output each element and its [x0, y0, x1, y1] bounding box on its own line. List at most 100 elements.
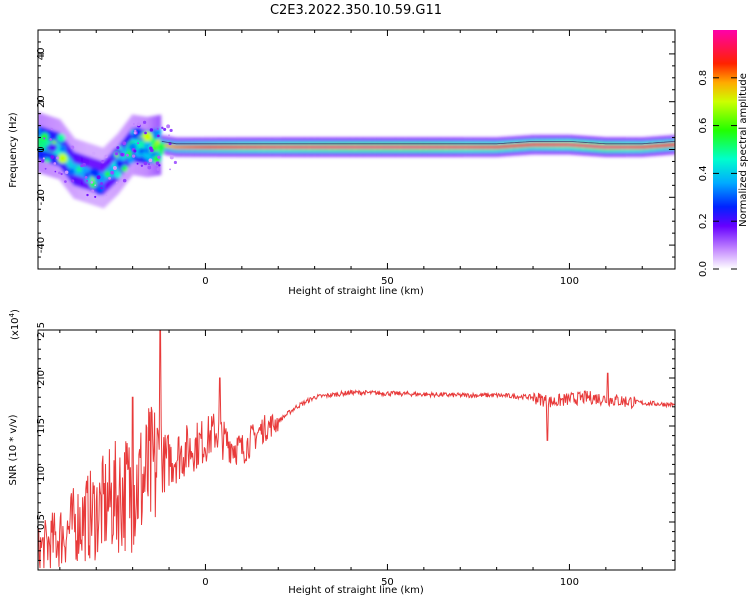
spectrogram-cell — [180, 145, 184, 149]
spectrogram-speck — [94, 195, 97, 199]
spectrogram-speck — [133, 131, 137, 135]
spectrogram-cell — [163, 143, 167, 148]
spectrogram-cell — [45, 139, 49, 152]
spectrogram-cell — [334, 145, 338, 149]
spectrogram-speck — [169, 155, 174, 160]
spectrogram-cell — [518, 143, 522, 148]
snr-y-label: SNR (10 * v/v) — [8, 414, 19, 485]
spectrogram-cell — [203, 145, 207, 149]
spectrogram-cell — [193, 145, 197, 149]
spectrogram-x-tick-label: 100 — [560, 276, 579, 287]
spectrogram-cell — [223, 145, 227, 149]
spectrogram-cell — [626, 145, 630, 149]
snr-ticks: 0 50 100 0.5 1.0 1.5 2.0 2.5 — [36, 322, 675, 588]
spectrogram-cell — [444, 145, 448, 149]
spectrogram-cell — [573, 143, 577, 147]
spectrogram-cell — [487, 145, 491, 149]
spectrogram-cell — [213, 145, 217, 149]
spectrogram-blob — [110, 153, 116, 159]
spectrogram-cell — [440, 145, 444, 149]
spectrogram-cell — [415, 145, 419, 149]
spectrogram-speck — [156, 134, 160, 138]
spectrogram-cell — [613, 145, 617, 149]
spectrogram-cell — [551, 142, 555, 147]
spectrogram-cell — [504, 144, 508, 149]
spectrogram-cell — [469, 145, 473, 149]
spectrogram-cell — [314, 145, 318, 149]
spectrogram-cell — [607, 145, 611, 149]
spectrogram-cell — [189, 145, 193, 149]
spectrogram-cell — [360, 145, 364, 149]
snr-series-line — [38, 330, 675, 569]
spectrogram-speck — [58, 171, 61, 175]
snr-x-tick-label: 50 — [381, 577, 394, 588]
spectrogram-cell — [102, 172, 106, 185]
spectrogram-speck — [86, 193, 89, 197]
spectrogram-speck — [158, 164, 161, 167]
spectrogram-speck — [155, 161, 160, 165]
spectrogram-cell — [631, 145, 635, 149]
spectrogram-cell — [597, 144, 601, 149]
spectrogram-cell — [671, 143, 675, 147]
spectrogram-speck — [94, 184, 96, 187]
spectrogram-speck — [64, 170, 69, 174]
spectrogram-speck — [64, 180, 67, 183]
spectrogram-blob — [52, 140, 57, 145]
spectrogram-cell — [258, 145, 262, 149]
spectrogram-marks — [38, 112, 675, 209]
spectrogram-cell — [651, 144, 655, 149]
spectrogram-cell — [449, 145, 453, 149]
spectrogram-cell — [547, 142, 551, 147]
spectrogram-cell — [376, 145, 380, 149]
spectrogram-cell — [447, 145, 451, 149]
spectrogram-cell — [673, 142, 675, 147]
spectrogram-cell — [604, 145, 608, 149]
spectrogram-cell — [400, 145, 404, 149]
snr-y-scale-exp: 4 — [8, 312, 16, 317]
spectrogram-speck — [114, 152, 119, 156]
spectrogram-cell — [602, 145, 606, 149]
spectrogram-cell — [615, 145, 619, 149]
spectrogram-cell — [211, 145, 215, 149]
spectrogram-cell — [516, 143, 520, 148]
spectrogram-cell — [120, 153, 124, 165]
colorbar-tick-label: 0.0 — [698, 261, 709, 277]
spectrogram-cell — [122, 150, 126, 163]
spectrogram-cell — [358, 145, 362, 149]
spectrogram-cell — [476, 145, 480, 149]
spectrogram-cell — [416, 145, 420, 149]
spectrogram-speck — [85, 179, 89, 182]
spectrogram-speck — [136, 142, 140, 145]
spectrogram-cell — [318, 145, 322, 149]
spectrogram-speck — [84, 175, 88, 179]
spectrogram-cell — [182, 145, 186, 149]
spectrogram-cell — [589, 144, 593, 148]
snr-y-tick-label: 2.0 — [36, 370, 47, 386]
spectrogram-cell — [293, 145, 297, 149]
spectrogram-cell — [666, 143, 670, 148]
spectrogram-speck — [149, 128, 154, 132]
spectrogram-cell — [544, 142, 548, 147]
spectrogram-cell — [520, 143, 524, 148]
spectrogram-cell — [587, 144, 591, 148]
spectrogram-blob — [115, 159, 124, 169]
spectrogram-cell — [294, 145, 298, 149]
spectrogram-cell — [371, 145, 375, 149]
spectrogram-cell — [644, 145, 648, 149]
spectrogram-cell — [455, 145, 459, 149]
spectrogram-cell — [546, 142, 550, 147]
spectrogram-cell — [560, 142, 564, 147]
spectrogram-cell — [471, 145, 475, 149]
spectrogram-cell — [629, 145, 633, 149]
spectrogram-cell — [553, 142, 557, 147]
spectrogram-blob — [127, 156, 135, 165]
spectrogram-cell — [305, 145, 309, 149]
spectrogram-cell — [564, 142, 568, 147]
spectrogram-ticks: 0 50 100 40 20 0 -20 -40 — [36, 29, 675, 287]
spectrogram-cell — [82, 165, 85, 178]
spectrogram-speck — [120, 152, 124, 157]
spectrogram-speck — [169, 168, 171, 171]
snr-marks — [38, 330, 675, 569]
spectrogram-cell — [646, 144, 650, 149]
spectrogram-cell — [282, 145, 286, 149]
